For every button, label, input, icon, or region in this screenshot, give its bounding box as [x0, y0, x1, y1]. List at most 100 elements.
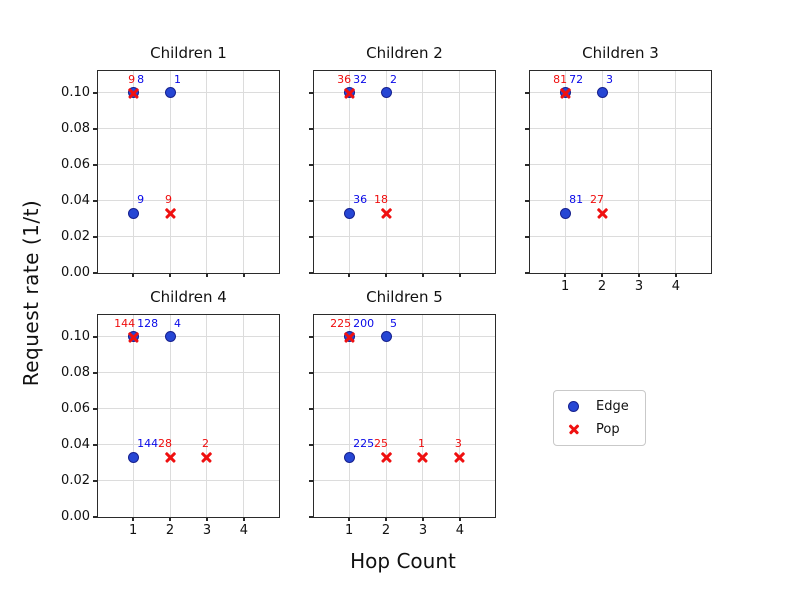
- grid-line-vertical: [243, 71, 245, 273]
- pop-count-label: 9: [165, 193, 173, 207]
- y-tick-mark: [524, 272, 529, 274]
- grid-line-horizontal: [98, 92, 279, 94]
- y-tick-label: 0.02: [61, 228, 90, 244]
- grid-line-horizontal: [314, 372, 495, 374]
- pop-point: [127, 330, 140, 343]
- edge-count-label: 144: [137, 437, 159, 451]
- grid-line-horizontal: [530, 236, 711, 238]
- edge-count-label: 4: [174, 316, 182, 330]
- x-tick-mark: [132, 517, 134, 521]
- y-tick-mark: [92, 236, 97, 238]
- x-tick-mark: [348, 517, 350, 521]
- grid-line-horizontal: [98, 164, 279, 166]
- x-tick-label: 4: [239, 523, 249, 538]
- subplot-title: Children 4: [150, 288, 227, 306]
- y-tick-mark: [92, 272, 97, 274]
- x-tick-mark: [169, 273, 171, 277]
- y-tick-label: 0.06: [61, 156, 90, 172]
- y-tick-mark: [308, 480, 313, 482]
- pop-point: [380, 451, 393, 464]
- grid-line-horizontal: [98, 444, 279, 446]
- x-tick-label: 1: [344, 523, 354, 538]
- y-tick-label: 0.08: [61, 120, 90, 136]
- x-tick-mark: [348, 273, 350, 277]
- x-tick-mark: [243, 517, 245, 521]
- y-tick-mark: [308, 516, 313, 518]
- y-tick-mark: [92, 408, 97, 410]
- y-tick-mark: [92, 200, 97, 202]
- pop-count-label: 25: [374, 437, 389, 451]
- y-tick-mark: [524, 128, 529, 130]
- grid-line-vertical: [348, 71, 350, 273]
- x-tick-mark: [601, 273, 603, 277]
- x-tick-mark: [564, 273, 566, 277]
- pop-count-label: 81: [553, 72, 568, 86]
- pop-point: [127, 86, 140, 99]
- x-tick-label: 1: [560, 279, 570, 294]
- pop-point: [453, 451, 466, 464]
- pop-point: [559, 86, 572, 99]
- subplot-axes: Children 4 0.00 0.02 0.04 0.06 0.08 0.10 1 2 3 4 12…: [61, 288, 280, 538]
- grid-line-horizontal: [98, 480, 279, 482]
- pop-marker-icon: [565, 423, 583, 437]
- grid-line-vertical: [385, 71, 387, 273]
- edge-count-label: 9: [137, 193, 145, 207]
- grid-line-horizontal: [314, 336, 495, 338]
- edge-count-label: 36: [353, 193, 368, 207]
- edge-count-label: 3: [606, 72, 614, 86]
- x-tick-mark: [422, 273, 424, 277]
- grid-line-vertical: [459, 315, 461, 517]
- y-tick-mark: [524, 236, 529, 238]
- pop-count-label: 36: [337, 72, 352, 86]
- subplot-title: Children 5: [366, 288, 443, 306]
- edge-point: [127, 451, 139, 463]
- grid-line-vertical: [348, 315, 350, 517]
- y-axis-label: Request rate (1/t): [19, 199, 43, 387]
- grid-line-vertical: [206, 315, 208, 517]
- grid-line-horizontal: [98, 408, 279, 410]
- x-tick-mark: [169, 517, 171, 521]
- x-tick-label: 1: [128, 523, 138, 538]
- edge-count-label: 81: [569, 193, 584, 207]
- legend-label-edge: Edge: [596, 399, 629, 414]
- grid-line-vertical: [169, 315, 171, 517]
- subplot-title: Children 2: [366, 44, 443, 62]
- y-tick-mark: [308, 372, 313, 374]
- y-tick-label: 0.10: [61, 84, 90, 100]
- y-tick-mark: [524, 92, 529, 94]
- grid-line-horizontal: [314, 128, 495, 130]
- pop-point: [164, 451, 177, 464]
- y-tick-mark: [308, 444, 313, 446]
- subplot-axes: Children 3 1 2 3 4 72 3 81 81 27: [524, 44, 712, 294]
- grid-line-vertical: [675, 71, 677, 273]
- grid-line-horizontal: [98, 336, 279, 338]
- edge-point: [380, 87, 392, 99]
- edge-count-label: 8: [137, 72, 145, 86]
- y-tick-label: 0.04: [61, 192, 90, 208]
- grid-line-horizontal: [314, 92, 495, 94]
- edge-point: [343, 451, 355, 463]
- grid-line-horizontal: [530, 200, 711, 202]
- grid-line-horizontal: [530, 92, 711, 94]
- y-tick-mark: [308, 128, 313, 130]
- y-tick-mark: [524, 164, 529, 166]
- grid-line-horizontal: [98, 372, 279, 374]
- grid-line-horizontal: [314, 200, 495, 202]
- pop-count-label: 225: [330, 316, 352, 330]
- y-tick-mark: [308, 336, 313, 338]
- grid-line-horizontal: [314, 444, 495, 446]
- grid-line-horizontal: [98, 236, 279, 238]
- x-tick-label: 2: [381, 523, 391, 538]
- grid-line-vertical: [243, 315, 245, 517]
- y-tick-mark: [92, 336, 97, 338]
- edge-count-label: 128: [137, 316, 159, 330]
- grid-line-vertical: [169, 71, 171, 273]
- grid-line-vertical: [132, 315, 134, 517]
- x-tick-mark: [422, 517, 424, 521]
- x-tick-mark: [132, 273, 134, 277]
- grid-line-horizontal: [314, 408, 495, 410]
- pop-point: [200, 451, 213, 464]
- edge-count-label: 5: [390, 316, 398, 330]
- x-axis-label: Hop Count: [350, 549, 456, 573]
- edge-point: [127, 207, 139, 219]
